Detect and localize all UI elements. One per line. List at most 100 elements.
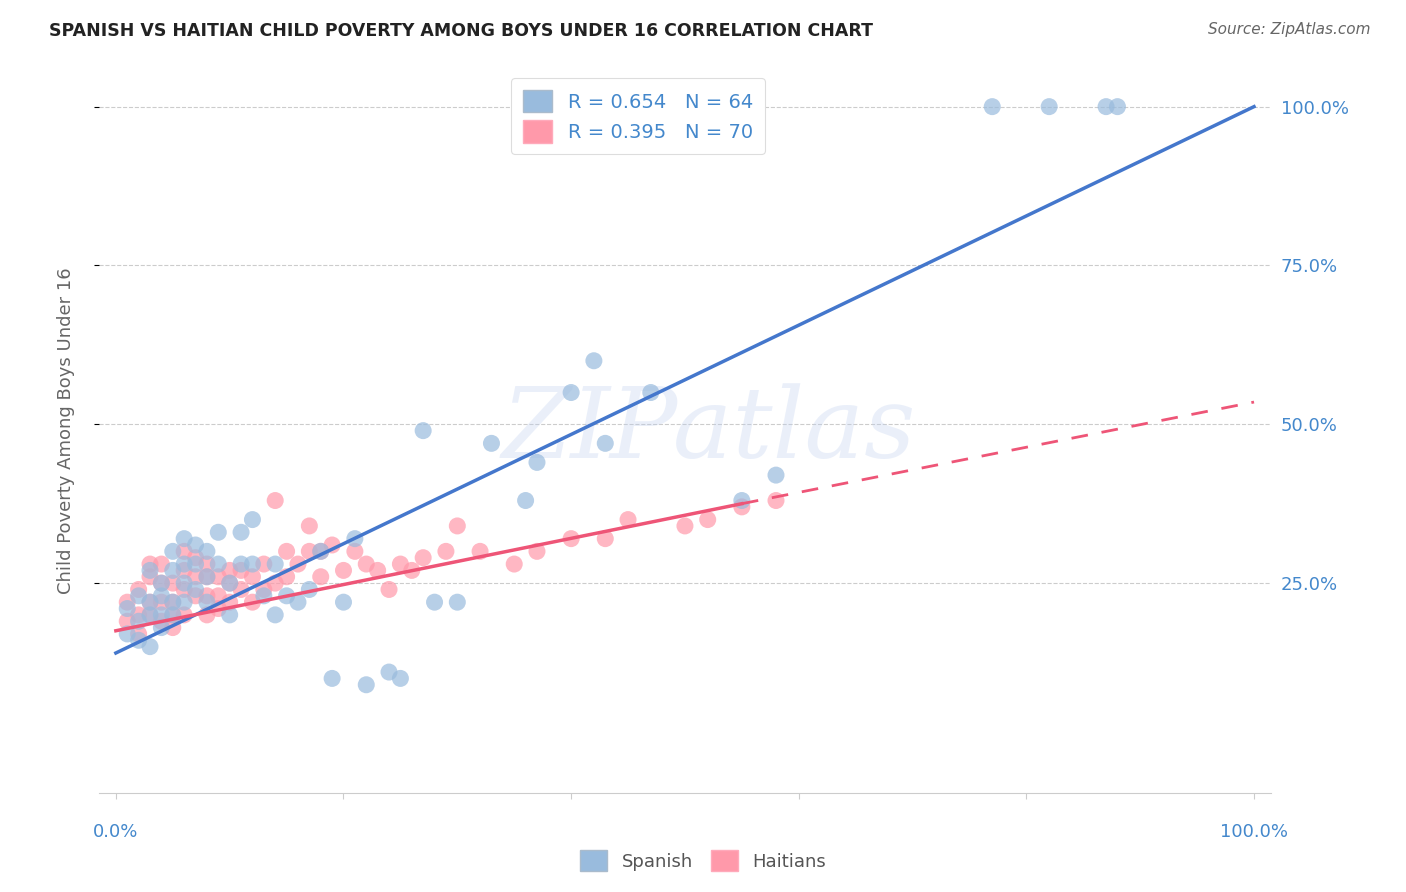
Point	[253, 557, 276, 571]
Point	[139, 557, 162, 571]
Point	[173, 544, 195, 558]
Point	[173, 557, 195, 571]
Point	[253, 589, 276, 603]
Point	[218, 563, 240, 577]
Point	[128, 607, 150, 622]
Point	[184, 557, 207, 571]
Point	[640, 385, 662, 400]
Point	[173, 607, 195, 622]
Point	[207, 601, 229, 615]
Point	[150, 557, 173, 571]
Point	[128, 614, 150, 628]
Point	[195, 570, 218, 584]
Point	[173, 595, 195, 609]
Point	[173, 582, 195, 597]
Point	[128, 627, 150, 641]
Point	[401, 563, 423, 577]
Point	[117, 601, 139, 615]
Point	[765, 493, 787, 508]
Point	[195, 607, 218, 622]
Point	[162, 607, 184, 622]
Point	[515, 493, 537, 508]
Point	[128, 582, 150, 597]
Point	[242, 557, 264, 571]
Point	[229, 557, 252, 571]
Point	[434, 544, 457, 558]
Point	[1095, 100, 1118, 114]
Point	[298, 544, 321, 558]
Point	[218, 576, 240, 591]
Text: Source: ZipAtlas.com: Source: ZipAtlas.com	[1208, 22, 1371, 37]
Point	[218, 607, 240, 622]
Point	[332, 595, 354, 609]
Point	[139, 595, 162, 609]
Point	[560, 532, 582, 546]
Point	[446, 519, 468, 533]
Point	[287, 595, 309, 609]
Point	[117, 595, 139, 609]
Point	[184, 538, 207, 552]
Point	[242, 570, 264, 584]
Text: ZIPatlas: ZIPatlas	[501, 383, 915, 478]
Point	[276, 570, 298, 584]
Point	[150, 595, 173, 609]
Point	[139, 595, 162, 609]
Point	[481, 436, 503, 450]
Y-axis label: Child Poverty Among Boys Under 16: Child Poverty Among Boys Under 16	[58, 268, 75, 594]
Point	[229, 582, 252, 597]
Point	[128, 633, 150, 648]
Legend: Spanish, Haitians: Spanish, Haitians	[572, 843, 834, 879]
Point	[468, 544, 491, 558]
Point	[207, 589, 229, 603]
Text: 0.0%: 0.0%	[93, 823, 139, 841]
Point	[412, 424, 434, 438]
Point	[276, 589, 298, 603]
Point	[276, 544, 298, 558]
Point	[162, 544, 184, 558]
Point	[423, 595, 446, 609]
Point	[195, 589, 218, 603]
Point	[207, 570, 229, 584]
Point	[207, 557, 229, 571]
Point	[195, 570, 218, 584]
Point	[218, 595, 240, 609]
Point	[412, 550, 434, 565]
Point	[184, 589, 207, 603]
Legend: R = 0.654   N = 64, R = 0.395   N = 70: R = 0.654 N = 64, R = 0.395 N = 70	[512, 78, 765, 154]
Point	[593, 436, 616, 450]
Point	[253, 582, 276, 597]
Point	[150, 589, 173, 603]
Point	[332, 563, 354, 577]
Point	[195, 595, 218, 609]
Point	[162, 563, 184, 577]
Point	[309, 544, 332, 558]
Point	[184, 550, 207, 565]
Point	[321, 672, 343, 686]
Point	[173, 576, 195, 591]
Point	[264, 607, 287, 622]
Point	[184, 570, 207, 584]
Point	[354, 678, 377, 692]
Point	[162, 595, 184, 609]
Point	[139, 607, 162, 622]
Point	[560, 385, 582, 400]
Point	[242, 512, 264, 526]
Point	[264, 493, 287, 508]
Point	[229, 525, 252, 540]
Point	[378, 582, 401, 597]
Point	[731, 493, 754, 508]
Point	[264, 557, 287, 571]
Point	[242, 595, 264, 609]
Point	[184, 582, 207, 597]
Point	[503, 557, 526, 571]
Point	[343, 544, 366, 558]
Point	[150, 576, 173, 591]
Point	[287, 557, 309, 571]
Point	[731, 500, 754, 514]
Point	[150, 621, 173, 635]
Point	[173, 563, 195, 577]
Point	[117, 627, 139, 641]
Text: 100.0%: 100.0%	[1220, 823, 1288, 841]
Point	[378, 665, 401, 679]
Point	[343, 532, 366, 546]
